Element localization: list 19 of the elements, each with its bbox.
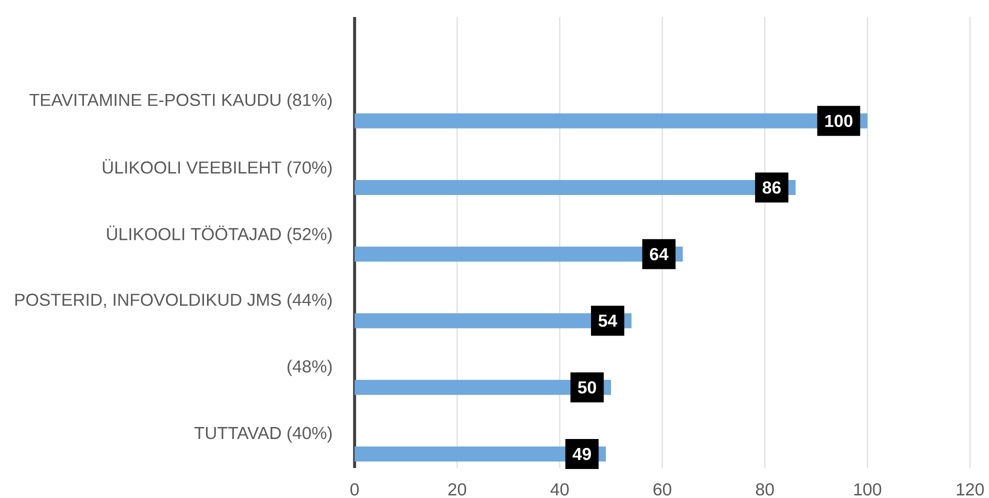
data-label: 50 bbox=[578, 381, 596, 394]
x-tick-label: 40 bbox=[550, 483, 569, 496]
y-tick-label: (48%) bbox=[288, 360, 332, 376]
data-label: 64 bbox=[650, 248, 668, 260]
data-label: 54 bbox=[598, 314, 618, 327]
x-tick-label: 0 bbox=[350, 483, 359, 496]
y-tick-label: ÜLIKOOLI VEEBILEHT (70%) bbox=[102, 158, 332, 178]
y-tick-label: TEAVITAMINE E-POSTI KAUDU (81%) bbox=[29, 93, 332, 110]
data-label: 49 bbox=[572, 448, 591, 460]
data-label: 100 bbox=[825, 114, 852, 128]
data-label: 86 bbox=[762, 181, 781, 194]
y-tick-label: POSTERID, INFOVOLDIKUD JMS (44%) bbox=[15, 293, 332, 310]
x-tick-label: 20 bbox=[448, 483, 466, 496]
x-tick-label: 60 bbox=[654, 483, 672, 496]
y-tick-label: ÜLIKOOLI TÖÖTAJAD (52%) bbox=[107, 226, 332, 244]
x-tick-label: 80 bbox=[756, 483, 774, 496]
y-tick-label: TUTTAVAD (40%) bbox=[194, 426, 332, 443]
x-tick-label: 120 bbox=[956, 483, 984, 496]
x-tick-label: 100 bbox=[854, 483, 882, 496]
